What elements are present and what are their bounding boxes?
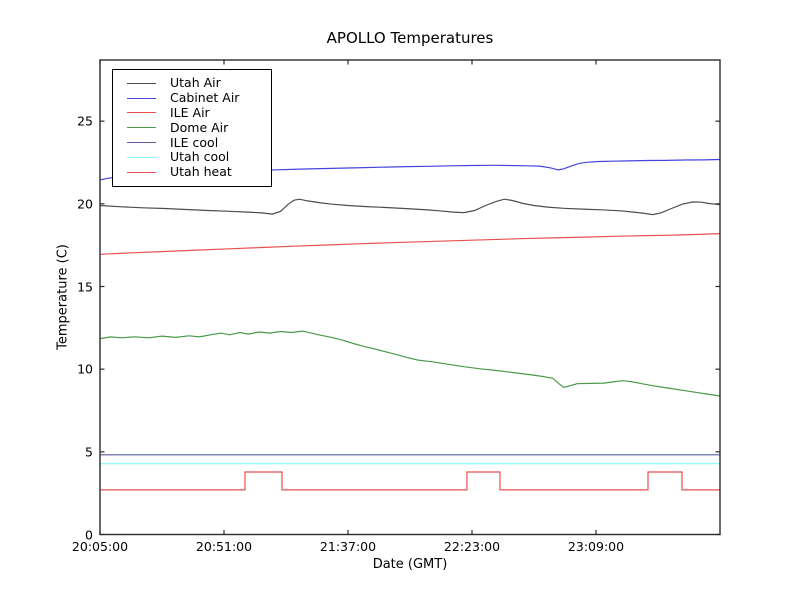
legend-item-utah-air: Utah Air [127, 76, 271, 91]
legend: Utah Air Cabinet Air ILE Air Dome Air ILE co… [112, 69, 272, 187]
y-tick-label: 5 [85, 444, 93, 460]
x-tick-label: 20:51:00 [195, 539, 253, 554]
y-tick-label: 20 [77, 196, 93, 212]
x-tick-label: 21:37:00 [319, 539, 377, 554]
legend-line-sample [127, 127, 156, 129]
legend-item-dome-air: Dome Air [127, 120, 271, 135]
series-lines [99, 158, 721, 491]
legend-line-sample [127, 97, 156, 99]
y-axis-label-text: Temperature (C) [55, 244, 71, 350]
series-line-utah-heat [100, 471, 720, 491]
legend-item-ile-air: ILE Air [127, 104, 271, 121]
legend-line-sample [127, 156, 156, 158]
legend-line-sample [127, 112, 156, 114]
legend-label: Utah cool [170, 149, 230, 165]
legend-item-cabinet-air: Cabinet Air [127, 91, 271, 106]
legend-item-utah-heat: Utah heat [127, 165, 271, 180]
y-tick-label: 10 [77, 361, 93, 377]
x-tick-label: 23:09:00 [567, 539, 625, 554]
legend-label: Utah Air [170, 75, 221, 91]
chart-title: APOLLO Temperatures [326, 29, 494, 47]
series-line-dome-air [99, 330, 721, 397]
series-line-utah-air [99, 198, 721, 216]
x-tick-label: 22:23:00 [443, 539, 501, 554]
legend-item-ile-cool: ILE cool [127, 135, 271, 150]
legend-label: Dome Air [170, 119, 229, 135]
legend-line-sample [127, 171, 156, 173]
legend-label: Utah heat [170, 164, 232, 180]
y-tick-label: 15 [77, 279, 93, 294]
legend-label: Cabinet Air [170, 90, 240, 106]
plot-frame [99, 59, 721, 536]
legend-line-sample [127, 82, 156, 84]
legend-item-utah-cool: Utah cool [127, 150, 271, 165]
x-tick-label: 20:05:00 [71, 539, 129, 554]
legend-label: ILE Air [170, 104, 210, 120]
tick-marks [99, 60, 720, 536]
legend-label: ILE cool [170, 134, 219, 150]
x-axis-label: Date (GMT) [372, 557, 448, 572]
series-line-ile-air [99, 233, 721, 255]
y-tick-label: 25 [77, 113, 93, 129]
y-tick-label: 0 [85, 527, 93, 542]
legend-line-sample [127, 142, 156, 144]
